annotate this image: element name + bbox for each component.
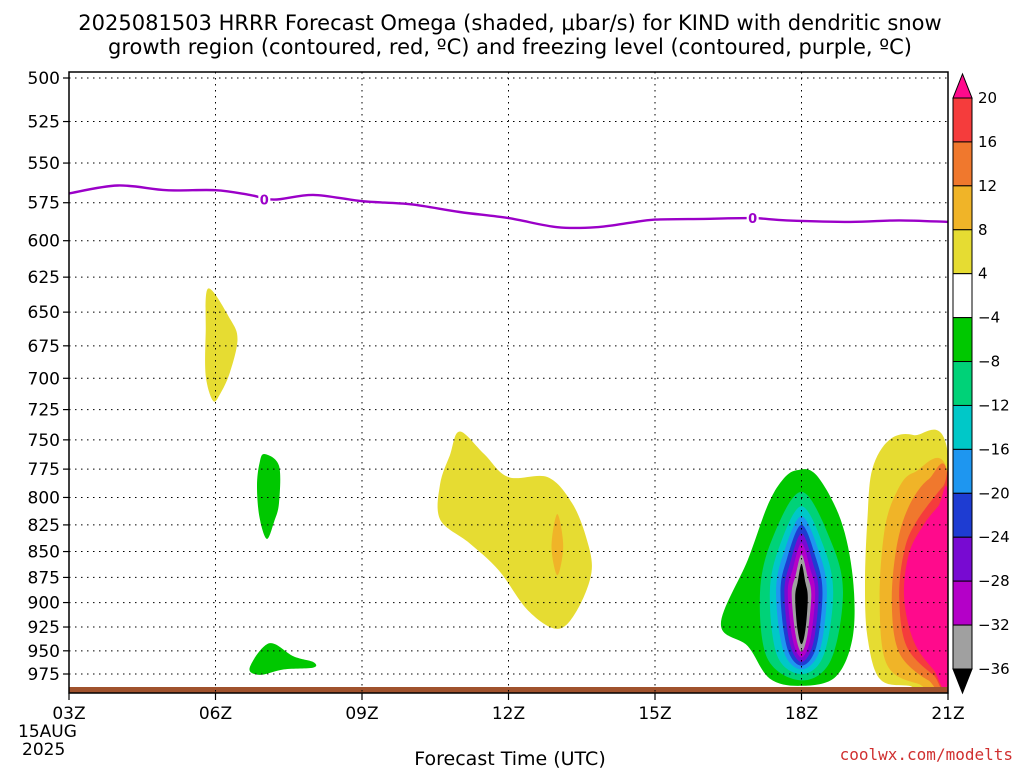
colorbar-top-arrow xyxy=(952,72,973,99)
credit-text: coolwx.com/modelts xyxy=(840,745,1013,764)
colorbar-label-6: −8 xyxy=(978,353,1000,371)
omega-area-descent-0700-green xyxy=(257,453,281,539)
y-tick-label-725: 725 xyxy=(28,401,60,421)
y-tick-label-525: 525 xyxy=(28,113,60,133)
x-tick-label-15Z: 15Z xyxy=(638,704,671,724)
colorbar-band-8 xyxy=(952,448,973,494)
colorbar-band-10 xyxy=(952,536,973,582)
colorbar-band-2 xyxy=(952,185,973,231)
y-tick-label-950: 950 xyxy=(28,642,60,662)
colorbar-band-6 xyxy=(952,361,973,406)
x-tick-label-09Z: 09Z xyxy=(345,704,378,724)
colorbar-label-3: 8 xyxy=(978,221,988,239)
x-axis-time: 03Z 06Z 09Z 12Z 15Z 18Z 21Z xyxy=(52,693,965,724)
y-axis-pressure: 500 525 550 575 600 625 650 675 700 725 750 775 800 8… xyxy=(28,69,69,685)
colorbar-band-11 xyxy=(952,580,973,626)
colorbar-label-7: −12 xyxy=(978,396,1010,414)
x-tick-label-03Z: 03Z xyxy=(52,704,85,724)
x-tick-label-06Z: 06Z xyxy=(199,704,232,724)
colorbar-label-0: 20 xyxy=(978,89,997,107)
omega-colorbar: 20 16 12 8 4 −4 −8 −12 −16 −20 −24 −28 −32 −36 xyxy=(952,72,1010,695)
colorbar-band-9 xyxy=(952,492,973,538)
colorbar-label-9: −20 xyxy=(978,484,1010,502)
colorbar-band-1 xyxy=(952,141,973,187)
omega-area-descent-0720-green xyxy=(249,643,317,675)
y-tick-label-500: 500 xyxy=(28,69,60,89)
colorbar-band-7 xyxy=(952,404,973,450)
colorbar-label-10: −24 xyxy=(978,528,1010,546)
x-tick-label-21Z: 21Z xyxy=(931,704,964,724)
y-tick-label-700: 700 xyxy=(28,369,60,389)
x-axis-title: Forecast Time (UTC) xyxy=(414,748,605,768)
colorbar-label-1: 16 xyxy=(978,133,997,151)
colorbar-bottom-arrow xyxy=(952,668,973,695)
freezing-level-contour: 00 xyxy=(68,184,949,230)
colorbar-label-4: 4 xyxy=(978,265,988,283)
omega-area-ascent-1300-orange xyxy=(551,514,564,576)
y-tick-label-750: 750 xyxy=(28,431,60,451)
colorbar-label-8: −16 xyxy=(978,440,1010,458)
y-tick-label-925: 925 xyxy=(28,618,60,638)
colorbar-band-4 xyxy=(952,273,973,319)
y-tick-label-675: 675 xyxy=(28,337,60,357)
colorbar-label-2: 12 xyxy=(978,177,997,195)
chart-title-line-2: growth region (contoured, red, ºC) and f… xyxy=(108,35,912,59)
omega-area-ascent-2100-pink xyxy=(903,485,948,691)
y-tick-label-600: 600 xyxy=(28,232,60,252)
colorbar-label-13: −36 xyxy=(978,660,1010,678)
colorbar-label-11: −28 xyxy=(978,572,1010,590)
y-tick-label-575: 575 xyxy=(28,194,60,214)
y-tick-label-975: 975 xyxy=(28,665,60,685)
grid-lines xyxy=(68,72,949,693)
y-tick-label-875: 875 xyxy=(28,568,60,588)
y-tick-label-650: 650 xyxy=(28,303,60,323)
y-tick-label-550: 550 xyxy=(28,154,60,174)
freezing-label-bg-1 xyxy=(746,210,759,227)
colorbar-band-0 xyxy=(952,97,973,143)
omega-area-ascent-0630-yellow xyxy=(205,288,238,402)
colorbar-label-5: −4 xyxy=(978,309,1000,327)
freezing-level-label: 0 xyxy=(260,194,269,209)
y-tick-label-800: 800 xyxy=(28,488,60,508)
y-tick-label-625: 625 xyxy=(28,268,60,288)
y-tick-label-775: 775 xyxy=(28,460,60,480)
colorbar-band-5 xyxy=(952,317,973,363)
x-tick-label-18Z: 18Z xyxy=(785,704,818,724)
omega-area-descent-1800-black xyxy=(795,564,808,645)
colorbar-band-12 xyxy=(952,624,973,670)
y-tick-label-825: 825 xyxy=(28,516,60,536)
x-year-label: 2025 xyxy=(22,740,65,760)
x-tick-label-12Z: 12Z xyxy=(492,704,525,724)
freezing-level-label: 0 xyxy=(748,212,757,227)
x-date-label: 15AUG xyxy=(18,722,77,742)
y-tick-label-850: 850 xyxy=(28,543,60,563)
omega-shaded-areas xyxy=(205,288,948,693)
freezing-level-line xyxy=(68,184,949,230)
omega-area-ascent-1200-yellow xyxy=(437,431,592,629)
colorbar-band-3 xyxy=(952,229,973,275)
colorbar-label-12: −32 xyxy=(978,616,1010,634)
chart-title-line-1: 2025081503 HRRR Forecast Omega (shaded, … xyxy=(78,11,941,35)
freezing-label-bg-0 xyxy=(258,191,271,208)
y-tick-label-900: 900 xyxy=(28,594,60,614)
